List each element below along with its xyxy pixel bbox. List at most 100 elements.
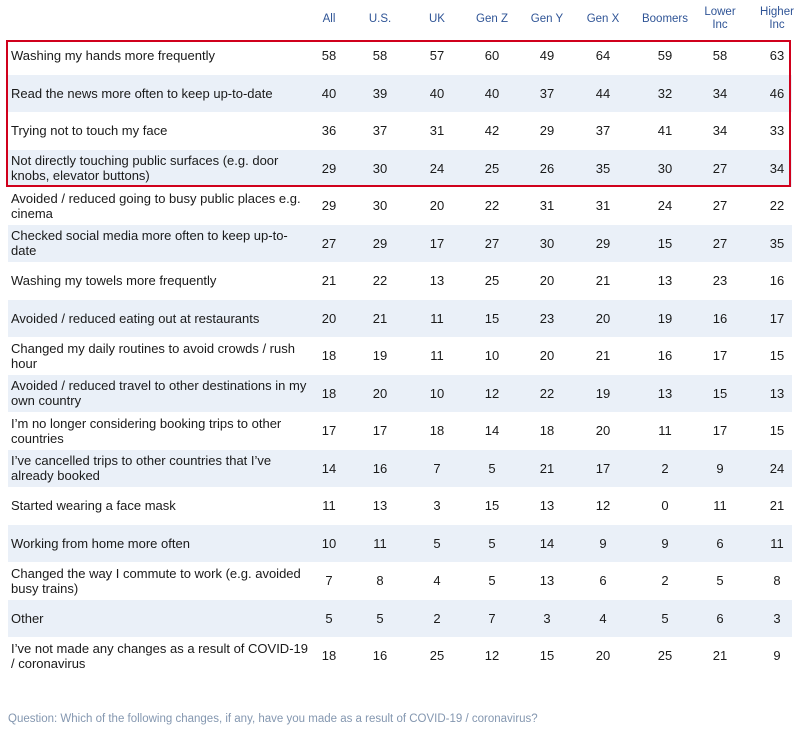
- table-cell: 19: [595, 385, 611, 401]
- row-label: Washing my hands more frequently: [11, 48, 216, 64]
- table-cell: 5: [716, 573, 724, 589]
- table-cell: 23: [712, 273, 728, 289]
- table-cell: 21: [712, 648, 728, 664]
- table-cell: 10: [484, 348, 500, 364]
- row-label: I’ve not made any changes as a result of…: [11, 640, 308, 671]
- table-cell: 37: [539, 85, 555, 101]
- table-cell: 58: [321, 48, 337, 64]
- table-cell: 21: [539, 460, 555, 476]
- table-cell: 31: [539, 198, 555, 214]
- table-cell: 23: [539, 310, 555, 326]
- table-cell: 27: [712, 235, 728, 251]
- row-label: Avoided / reduced going to busy public p…: [11, 190, 301, 221]
- table-cell: 21: [321, 273, 337, 289]
- table-cell: 20: [595, 423, 611, 439]
- table-cell: 17: [769, 310, 785, 326]
- table-cell: 24: [429, 160, 445, 176]
- table-cell: 14: [484, 423, 500, 439]
- table-cell: 18: [321, 385, 337, 401]
- table-cell: 3: [773, 610, 781, 626]
- table-cell: 0: [661, 498, 669, 514]
- table-row: I’ve not made any changes as a result of…: [8, 637, 792, 675]
- table-cell: 18: [429, 423, 445, 439]
- table-cell: 14: [539, 535, 555, 551]
- table-cell: 36: [321, 123, 337, 139]
- column-header: Boomers: [641, 12, 689, 25]
- row-label: I’ve cancelled trips to other countries …: [11, 453, 272, 484]
- table-cell: 37: [372, 123, 388, 139]
- table-cell: 20: [372, 385, 388, 401]
- table-cell: 22: [484, 198, 500, 214]
- table-cell: 11: [658, 423, 672, 439]
- table-cell: 49: [539, 48, 555, 64]
- row-label: Avoided / reduced travel to other destin…: [11, 378, 307, 409]
- table-cell: 5: [661, 610, 669, 626]
- table-cell: 20: [595, 310, 611, 326]
- table-cell: 17: [595, 460, 611, 476]
- table-cell: 20: [539, 273, 555, 289]
- table-cell: 33: [769, 123, 785, 139]
- table-cell: 15: [769, 423, 785, 439]
- table-cell: 27: [712, 198, 728, 214]
- row-label: Changed the way I commute to work (e.g. …: [11, 565, 301, 596]
- table-cell: 13: [539, 498, 555, 514]
- table-cell: 2: [433, 610, 441, 626]
- table-cell: 17: [712, 348, 728, 364]
- table-cell: 13: [657, 273, 673, 289]
- table-row: I’m no longer considering booking trips …: [8, 412, 792, 450]
- table-cell: 7: [325, 573, 333, 589]
- row-label: Trying not to touch my face: [11, 123, 168, 139]
- table-cell: 5: [433, 535, 441, 551]
- table-cell: 46: [769, 85, 785, 101]
- table-cell: 29: [321, 198, 337, 214]
- table-cell: 13: [769, 385, 785, 401]
- row-label: Working from home more often: [11, 535, 190, 551]
- table-cell: 13: [429, 273, 445, 289]
- row-label: Started wearing a face mask: [11, 498, 176, 514]
- table-cell: 14: [321, 460, 337, 476]
- table-cell: 11: [322, 498, 336, 514]
- table-cell: 11: [770, 535, 784, 551]
- table-cell: 5: [325, 610, 333, 626]
- table-cell: 15: [769, 348, 785, 364]
- table-cell: 27: [484, 235, 500, 251]
- table-cell: 31: [429, 123, 445, 139]
- table-cell: 30: [372, 160, 388, 176]
- row-label: Not directly touching public surfaces (e…: [11, 153, 279, 184]
- table-cell: 4: [599, 610, 607, 626]
- table-cell: 17: [429, 235, 445, 251]
- table-cell: 39: [372, 85, 388, 101]
- table-cell: 17: [321, 423, 337, 439]
- table-cell: 40: [484, 85, 500, 101]
- column-header: Lower Inc: [704, 6, 736, 31]
- table-row: Trying not to touch my face 36 37 31 42 29 37 4…: [8, 112, 792, 150]
- table-cell: 6: [716, 610, 724, 626]
- table-cell: 63: [769, 48, 785, 64]
- table-row: Washing my hands more frequently 58 58 57 60…: [8, 37, 792, 75]
- table-cell: 11: [373, 535, 387, 551]
- column-header: All: [322, 12, 336, 25]
- table-cell: 5: [488, 460, 496, 476]
- column-header: Higher Inc: [760, 6, 794, 31]
- table-cell: 22: [539, 385, 555, 401]
- table-cell: 25: [484, 160, 500, 176]
- table-cell: 3: [433, 498, 441, 514]
- table-cell: 16: [372, 648, 388, 664]
- table-cell: 29: [595, 235, 611, 251]
- table-cell: 9: [661, 535, 669, 551]
- table-cell: 64: [595, 48, 611, 64]
- table-cell: 29: [539, 123, 555, 139]
- question-footnote: Question: Which of the following changes…: [8, 713, 538, 725]
- column-header: Gen Z: [476, 12, 508, 25]
- table-cell: 12: [484, 385, 500, 401]
- table-cell: 13: [539, 573, 555, 589]
- table-cell: 16: [372, 460, 388, 476]
- table-cell: 13: [657, 385, 673, 401]
- table-cell: 16: [769, 273, 785, 289]
- table-cell: 7: [433, 460, 441, 476]
- table-cell: 16: [657, 348, 673, 364]
- table-cell: 12: [484, 648, 500, 664]
- table-cell: 18: [321, 348, 337, 364]
- table-cell: 22: [769, 198, 785, 214]
- table-cell: 2: [661, 460, 669, 476]
